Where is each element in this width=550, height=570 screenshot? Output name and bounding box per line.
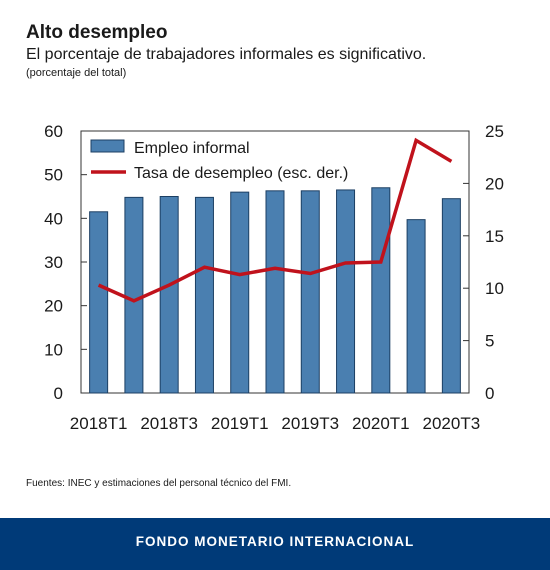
bar — [300, 190, 320, 394]
x-tick-label: 2018T1 — [70, 414, 128, 433]
y-right-tick-label: 15 — [485, 227, 504, 246]
y-right-tick-label: 10 — [485, 279, 504, 298]
bar — [89, 211, 109, 394]
bar — [265, 190, 285, 394]
x-tick-label: 2019T1 — [211, 414, 269, 433]
y-left-tick-label: 0 — [54, 384, 63, 403]
legend-swatch-bar — [90, 139, 125, 153]
x-tick-label: 2020T3 — [423, 414, 481, 433]
y-right-tick-label: 25 — [485, 122, 504, 141]
x-tick-label: 2019T3 — [281, 414, 339, 433]
legend-label-bar: Empleo informal — [134, 140, 250, 157]
bar — [159, 196, 179, 394]
footer-banner: FONDO MONETARIO INTERNACIONAL — [0, 518, 550, 570]
y-right-tick-label: 5 — [485, 332, 494, 351]
x-tick-label: 2018T3 — [140, 414, 198, 433]
bar — [230, 191, 250, 394]
bar — [194, 196, 214, 394]
x-tick-label: 2020T1 — [352, 414, 410, 433]
chart-subtitle: El porcentaje de trabajadores informales… — [26, 46, 427, 63]
unit-note: (porcentaje del total) — [26, 67, 127, 79]
y-right-tick-label: 0 — [485, 384, 494, 403]
bar — [124, 196, 144, 394]
bar — [441, 198, 461, 394]
bar — [406, 219, 426, 394]
bar — [371, 187, 391, 394]
chart-title: Alto desempleo — [26, 22, 168, 43]
y-left-tick-label: 50 — [44, 166, 63, 185]
unemployment-line — [97, 137, 453, 303]
bar — [336, 189, 356, 394]
y-left-tick-label: 40 — [44, 209, 63, 228]
y-left-tick-label: 10 — [44, 340, 63, 359]
source-note: Fuentes: INEC y estimaciones del persona… — [26, 478, 292, 489]
legend-label-line: Tasa de desempleo (esc. der.) — [134, 165, 348, 182]
y-left-tick-label: 30 — [44, 253, 63, 272]
y-left-tick-label: 60 — [44, 122, 63, 141]
chart: 0 10 20 30 40 50 60 0 5 10 15 20 25 2018T1 2018T3 2019T… — [44, 122, 504, 433]
y-right-tick-label: 20 — [485, 174, 504, 193]
y-left-tick-label: 20 — [44, 297, 63, 316]
